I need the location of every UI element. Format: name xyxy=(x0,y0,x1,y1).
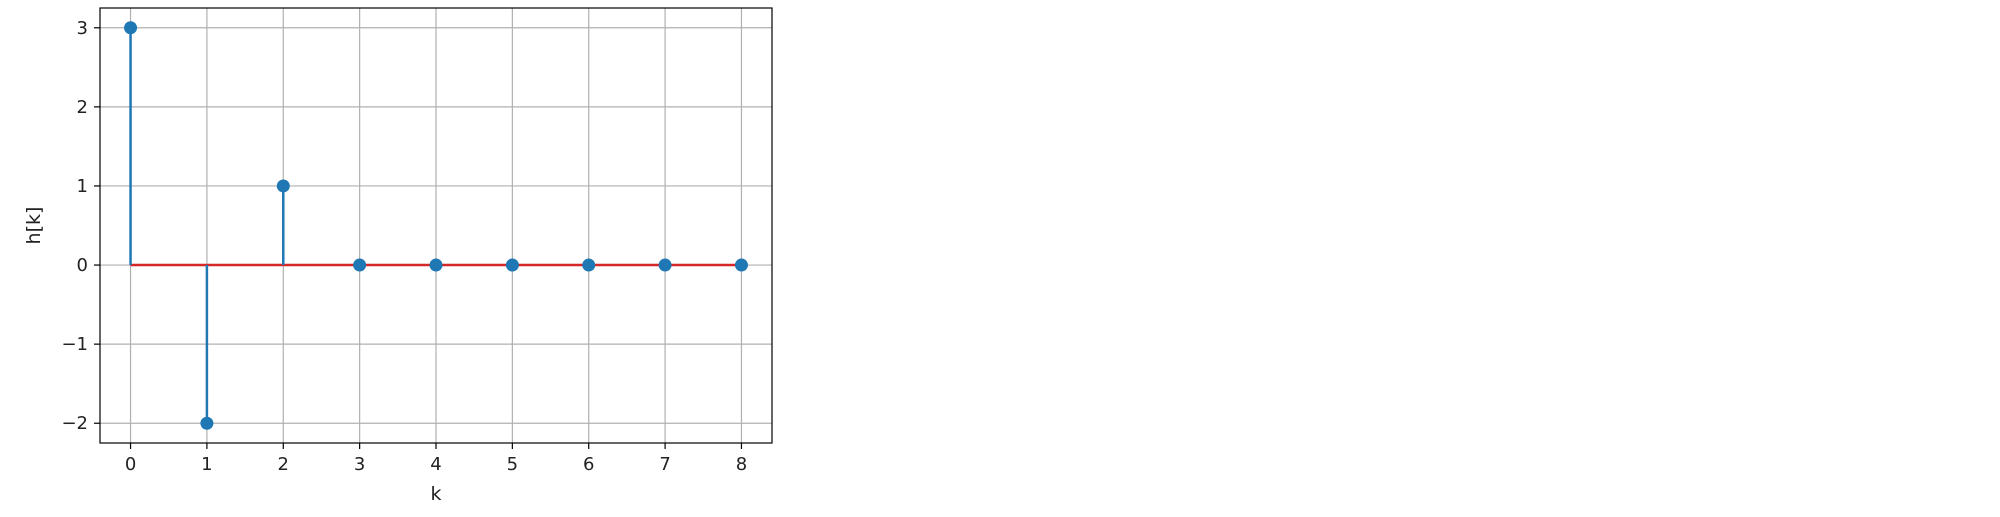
x-axis-label: k xyxy=(430,483,441,505)
y-tick-label: 3 xyxy=(77,18,88,39)
x-tick-label: 3 xyxy=(354,454,365,475)
markers xyxy=(124,21,748,430)
labels: 0 1 2 3 4 5 6 7 8 −2 −1 0 1 2 3 xyxy=(61,18,747,475)
x-tick-label: 6 xyxy=(583,454,594,475)
y-tick-label: 0 xyxy=(77,255,88,276)
y-tick-label: −1 xyxy=(61,334,88,355)
data-point xyxy=(124,21,138,35)
data-point xyxy=(353,258,367,272)
data-point xyxy=(658,258,672,272)
x-tick-label: 1 xyxy=(201,454,212,475)
data-point xyxy=(582,258,596,272)
axes xyxy=(94,7,773,449)
data-point xyxy=(429,258,443,272)
y-axis-label: h[k] xyxy=(23,207,45,245)
data-point xyxy=(200,416,214,430)
x-tick-label: 8 xyxy=(736,454,747,475)
data-point xyxy=(734,258,748,272)
x-tick-label: 0 xyxy=(125,454,136,475)
grid xyxy=(100,8,772,443)
y-tick-label: −2 xyxy=(61,413,88,434)
x-tick-label: 5 xyxy=(507,454,518,475)
stems xyxy=(129,27,285,424)
x-tick-label: 7 xyxy=(659,454,670,475)
x-tick-label: 4 xyxy=(430,454,441,475)
x-tick-label: 2 xyxy=(278,454,289,475)
data-point xyxy=(276,179,290,193)
y-tick-label: 1 xyxy=(77,176,88,197)
data-point xyxy=(505,258,519,272)
y-tick-label: 2 xyxy=(77,97,88,118)
